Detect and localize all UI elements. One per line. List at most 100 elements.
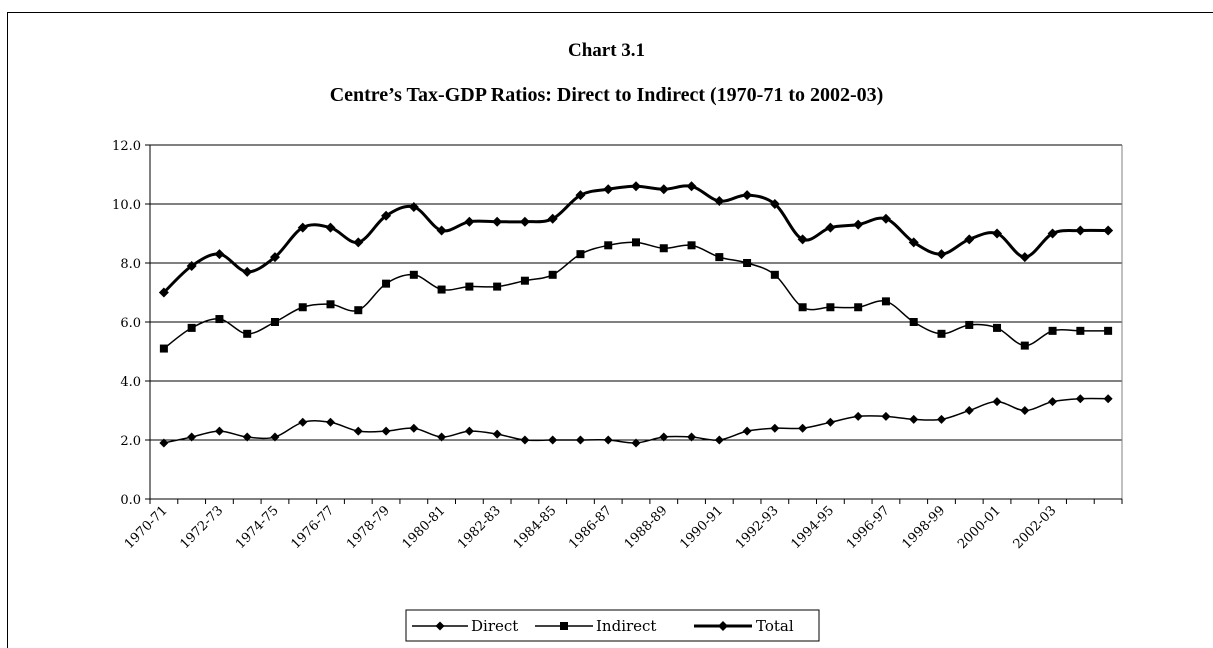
series-direct-point <box>409 423 419 433</box>
series-total-point <box>1019 252 1030 263</box>
x-tick-label: 1984-85 <box>511 503 560 552</box>
series-direct-point <box>575 435 585 445</box>
series-total-point <box>297 222 308 233</box>
series-indirect-point <box>354 306 363 315</box>
series-total-point <box>631 181 641 192</box>
series-total-point <box>1047 228 1058 239</box>
series-total-point <box>797 234 808 245</box>
series-total-point <box>575 190 586 201</box>
series-direct-point <box>742 426 752 436</box>
series-indirect-point <box>687 241 696 250</box>
series-total-point <box>1103 225 1114 236</box>
series-direct-point <box>909 414 919 424</box>
series-total-point <box>825 222 836 233</box>
x-tick-label: 1996-97 <box>844 503 893 552</box>
series-indirect-point <box>826 303 835 312</box>
series-direct-point <box>242 432 252 442</box>
series-indirect-point <box>187 323 196 332</box>
chart-title: Chart 3.1 <box>567 40 646 61</box>
series-total-point <box>992 228 1003 239</box>
series-direct-point <box>603 435 613 445</box>
series-indirect <box>159 238 1113 353</box>
series-indirect-point <box>993 323 1002 332</box>
series-indirect-point <box>604 241 613 250</box>
series-indirect-point <box>1020 341 1029 350</box>
series-direct-point <box>464 426 474 436</box>
y-tick-label: 0.0 <box>120 493 141 508</box>
series-indirect-point <box>409 270 418 279</box>
series-indirect-point <box>937 329 946 338</box>
series-direct-point <box>214 426 224 436</box>
series-indirect-point <box>159 344 168 353</box>
series-indirect-point <box>659 244 668 253</box>
series-direct-point <box>1020 406 1030 415</box>
series-direct-point <box>1048 397 1058 407</box>
series-total-point <box>853 219 864 230</box>
x-tick-label: 1972-73 <box>177 503 226 552</box>
series-total-point <box>769 199 780 209</box>
series-direct-point <box>326 417 336 427</box>
series-total-point <box>214 249 225 260</box>
series-indirect-point <box>881 297 890 306</box>
legend-item-total: Total <box>694 617 794 635</box>
series-total-point <box>242 266 253 277</box>
series-total-point <box>603 184 614 195</box>
series-total-point <box>714 196 725 207</box>
series-total-point <box>742 190 753 201</box>
series-total-point <box>1075 225 1086 236</box>
series-direct-point <box>1103 394 1113 404</box>
series-indirect-point <box>493 282 502 291</box>
series-direct-point <box>548 435 558 445</box>
legend-item-direct: Direct <box>412 617 518 635</box>
series-total <box>158 181 1114 298</box>
series-indirect-point <box>798 303 807 312</box>
x-tick-label: 2002-03 <box>1011 503 1060 552</box>
series-direct-point <box>520 435 530 445</box>
x-tick-label: 1998-99 <box>900 503 949 552</box>
series-indirect-point <box>770 270 779 279</box>
series-indirect-point <box>465 282 474 291</box>
x-tick-label: 2000-01 <box>955 503 1004 552</box>
series-direct-point <box>992 397 1002 407</box>
series-total-point <box>936 249 947 260</box>
x-tick-label: 1980-81 <box>400 503 449 552</box>
series-direct-point <box>687 432 697 442</box>
y-tick-label: 2.0 <box>120 434 141 449</box>
series-total-point <box>353 237 364 248</box>
series-direct-point <box>881 411 891 421</box>
x-tick-label: 1988-89 <box>622 503 671 552</box>
y-tick-label: 4.0 <box>120 375 141 390</box>
x-tick-label: 1986-87 <box>566 503 615 552</box>
series-indirect-point <box>437 285 446 294</box>
chart-subtitle: Centre’s Tax-GDP Ratios: Direct to Indir… <box>329 84 884 106</box>
series-direct-point <box>187 432 197 442</box>
series-total-point <box>269 252 280 263</box>
series-direct-point <box>936 414 946 424</box>
series-direct-point <box>298 417 308 427</box>
series-total-point <box>158 287 169 298</box>
series-total-point <box>519 216 530 227</box>
series-indirect-point <box>243 329 252 338</box>
x-tick-label: 1992-93 <box>733 503 782 552</box>
series-indirect-point <box>298 303 307 312</box>
series-total-point <box>908 237 919 248</box>
x-tick-label: 1994-95 <box>788 503 837 552</box>
legend-indirect-marker <box>560 622 568 630</box>
series-direct-point <box>492 429 502 439</box>
series-indirect-point <box>520 276 529 285</box>
series-direct <box>159 394 1113 448</box>
series-indirect-point <box>715 253 724 262</box>
series-total-point <box>186 260 197 271</box>
x-tick-label: 1970-71 <box>122 503 171 552</box>
series-indirect-point <box>576 250 585 259</box>
x-tick-label: 1976-77 <box>289 503 338 552</box>
legend-total-label: Total <box>756 617 794 635</box>
series-direct-point <box>631 438 641 448</box>
series-indirect-line <box>163 241 1109 350</box>
series-indirect-point <box>1076 326 1085 335</box>
series-direct-point <box>437 432 447 442</box>
series-direct-point <box>964 406 974 415</box>
series-total-point <box>964 234 975 245</box>
